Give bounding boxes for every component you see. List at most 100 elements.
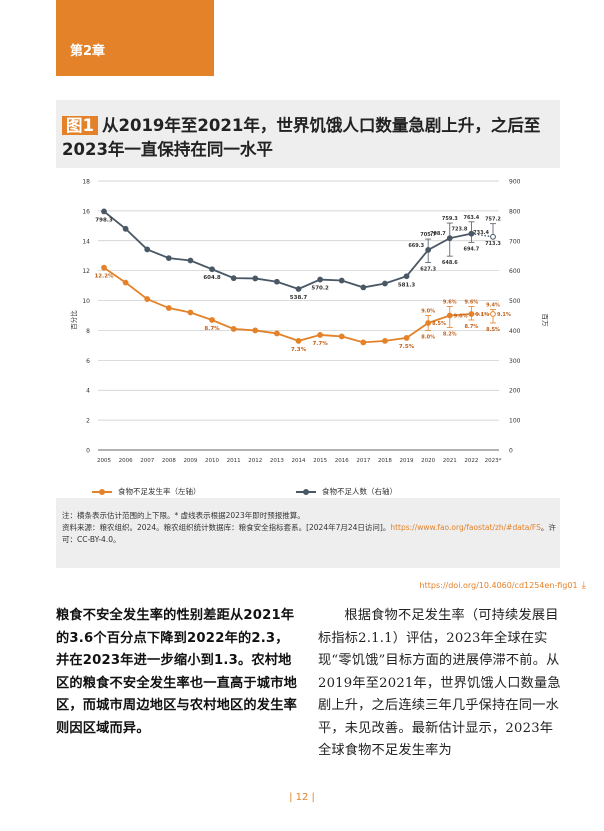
pou-mid-label: 9.0%: [454, 314, 468, 320]
x-tick-label: 2005: [97, 458, 111, 464]
x-tick-label: 2014: [292, 458, 306, 464]
note-source: 资料来源：粮农组织。2024。粮农组织统计数据库：粮食安全指标套系。[2024年…: [62, 523, 391, 532]
pou-range-low-label: 8.0%: [421, 334, 435, 340]
note-license: 。许可：CC-BY-4.0。: [62, 523, 556, 544]
x-tick-label: 2013: [270, 458, 284, 464]
series-point-left: [490, 311, 496, 317]
note-line1: 注：横条表示估计范围的上下限。* 虚线表示根据2023年即时预报推算。: [62, 511, 305, 520]
data-label: 7.5%: [399, 344, 415, 350]
chapter-label: 第2章: [70, 44, 106, 59]
y-right-axis-title: 百万: [541, 314, 549, 328]
pou-range-low-label: 8.5%: [486, 327, 500, 333]
legend-pou-swatch: [92, 489, 112, 495]
series-line-right: [103, 210, 472, 290]
x-tick-label: 2015: [313, 458, 327, 464]
series-point-right: [273, 278, 280, 285]
pou-range-low-label: 8.2%: [443, 331, 457, 337]
series-point-right: [338, 277, 345, 284]
y-right-tick-label: 500: [509, 298, 521, 305]
pou-range-low-label: 8.7%: [464, 324, 478, 330]
nou-range-low-label: 694.7: [463, 246, 479, 252]
series-point-right: [230, 275, 237, 282]
x-tick-label: 2017: [356, 458, 370, 464]
y-right-tick-label: 800: [509, 208, 521, 215]
series-point-right: [144, 246, 151, 253]
series-point-left: [295, 338, 302, 344]
series-point-left: [403, 335, 410, 341]
x-tick-label: 2012: [248, 458, 262, 464]
y-right-tick-label: 100: [509, 418, 521, 425]
y-right-tick-label: 600: [509, 268, 521, 275]
series-point-right: [165, 255, 172, 262]
series-point-left: [382, 338, 388, 344]
series-point-left: [230, 326, 237, 332]
legend-nou-swatch: [296, 489, 316, 495]
legend-nou-label: 食物不足人数（右轴）: [322, 487, 397, 496]
nou-mid-label: 733.4: [473, 230, 489, 236]
x-tick-label: 2021: [443, 458, 457, 464]
nou-range-high-label: 757.2: [485, 217, 501, 223]
y-right-tick-label: 300: [509, 358, 521, 365]
series-point-right: [252, 275, 259, 282]
y-left-tick-label: 8: [86, 328, 90, 335]
pou-range-high-label: 9.0%: [421, 309, 435, 315]
x-tick-label: 2009: [183, 458, 197, 464]
series-point-left: [338, 333, 345, 340]
note-line2: 资料来源：粮农组织。2024。粮农组织统计数据库：粮食安全指标套系。[2024年…: [62, 522, 557, 546]
series-point-left: [165, 305, 172, 311]
y-left-tick-label: 18: [82, 179, 90, 186]
x-tick-label: 2018: [378, 458, 392, 464]
series-point-right: [209, 266, 215, 273]
chapter-tab: 第2章: [56, 0, 214, 76]
data-label: 570.2: [311, 286, 329, 292]
y-left-tick-label: 0: [86, 448, 90, 455]
pou-mid-label: 8.5%: [432, 321, 446, 327]
series-point-left: [209, 317, 215, 323]
y-left-tick-label: 12: [82, 268, 90, 275]
nou-range-low-label: 648.6: [442, 260, 458, 266]
series-point-left: [144, 296, 151, 302]
x-tick-label: 2023*: [485, 458, 502, 464]
y-right-tick-label: 400: [509, 328, 521, 335]
figure-title: 图1 从2019年至2021年，世界饥饿人口数量急剧上升，之后至2023年一直保持…: [62, 114, 557, 162]
legend-nou: 食物不足人数（右轴）: [296, 486, 397, 497]
data-label: 581.3: [398, 282, 416, 288]
data-label: 538.7: [290, 295, 308, 301]
x-tick-label: 2022: [464, 458, 478, 464]
series-point-right: [468, 230, 475, 237]
y-right-tick-label: 900: [509, 179, 521, 186]
pou-range-high-label: 9.4%: [486, 303, 500, 309]
doi-text[interactable]: https://doi.org/10.4060/cd1254en-fig01: [419, 581, 578, 590]
x-tick-label: 2006: [119, 458, 133, 464]
doi-link[interactable]: https://doi.org/10.4060/cd1254en-fig01 ⤓: [420, 580, 586, 591]
page-number: | 12 |: [289, 792, 315, 803]
series-point-left: [273, 330, 280, 337]
x-tick-label: 2019: [400, 458, 414, 464]
series-point-left: [360, 339, 367, 346]
nou-range-high-label: 759.3: [442, 216, 458, 222]
series-point-right: [122, 225, 129, 232]
pou-range-high-label: 9.6%: [443, 300, 457, 306]
series-point-right: [360, 284, 367, 291]
series-line-left: [103, 266, 472, 344]
series-point-left: [187, 309, 194, 316]
nou-range-low-label: 713.3: [485, 241, 501, 247]
nou-mid-label: 669.3: [408, 243, 424, 249]
note-source-link[interactable]: https://www.fao.org/faostat/zh/#data/FS: [390, 523, 541, 532]
data-label: 7.3%: [291, 347, 307, 353]
series-point-right: [403, 273, 410, 280]
y-right-tick-label: 0: [509, 448, 513, 455]
x-tick-label: 2020: [421, 458, 435, 464]
series-point-left: [122, 279, 129, 286]
y-right-tick-label: 700: [509, 238, 521, 245]
download-icon[interactable]: ⤓: [581, 580, 586, 591]
nou-range-low-label: 627.3: [420, 267, 436, 273]
series-point-right: [490, 233, 496, 240]
series-point-left: [468, 311, 475, 317]
pou-mid-label: 9.1%: [497, 312, 511, 318]
legend-pou: 食物不足发生率（左轴）: [92, 486, 201, 497]
legend-pou-label: 食物不足发生率（左轴）: [118, 487, 201, 496]
series-point-right: [101, 208, 107, 215]
figure-note: 注：横条表示估计范围的上下限。* 虚线表示根据2023年即时预报推算。 资料来源…: [62, 510, 557, 546]
series-line-forecast-right: [471, 232, 494, 238]
